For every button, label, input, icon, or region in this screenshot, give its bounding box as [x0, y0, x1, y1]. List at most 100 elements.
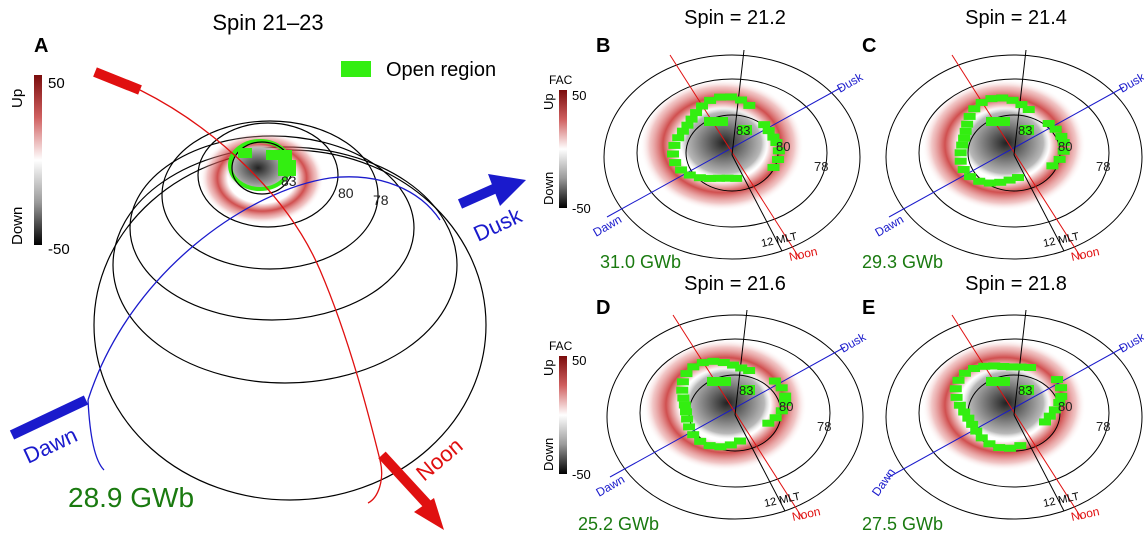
- open-patch: [973, 177, 986, 185]
- panel-a-colorbar: 50 -50 Up Down: [9, 75, 70, 258]
- open-patch: [278, 160, 296, 176]
- open-patch: [958, 408, 971, 416]
- latitude-ring: [918, 338, 1110, 488]
- panel-a-letter: A: [34, 35, 48, 57]
- open-patch: [1024, 363, 1037, 371]
- open-patch: [996, 94, 1009, 102]
- colorbar-b-up: Up: [541, 93, 556, 110]
- colorbar-d-down: Down: [541, 438, 556, 471]
- open-patch: [683, 423, 696, 431]
- open-patch: [721, 174, 734, 182]
- open-region-patches: [667, 93, 785, 182]
- colorbar-b: FAC 50 -50 Up Down: [541, 73, 591, 216]
- open-patch: [950, 393, 963, 401]
- open-patch: [704, 117, 728, 126]
- dusk-label: Dusk: [470, 202, 527, 246]
- colorbar-b-gradient: [559, 90, 567, 208]
- open-patch: [772, 147, 785, 155]
- open-patch: [1003, 444, 1016, 452]
- open-patch: [961, 120, 974, 128]
- open-patch: [1048, 406, 1061, 414]
- open-patch: [949, 385, 962, 393]
- open-patch: [727, 361, 740, 369]
- open-patch: [717, 359, 730, 367]
- noon-midnight-axis: [951, 314, 1083, 520]
- open-patch: [978, 362, 991, 370]
- noon-label: Noon: [1070, 504, 1101, 524]
- panel-letter: D: [596, 297, 610, 319]
- noon-midnight-axis: [669, 54, 801, 260]
- latitude-ring: [918, 78, 1110, 228]
- colorbar-up-label: Up: [9, 89, 26, 108]
- panel-flux: 27.5 GWb: [862, 514, 943, 534]
- open-region-patches: [676, 357, 792, 451]
- open-region-patches: [954, 94, 1070, 187]
- dusk-label: Dusk: [835, 69, 867, 95]
- open-patch: [779, 392, 792, 400]
- dawn-dusk-axis: [888, 86, 1125, 218]
- open-region-patches: [949, 362, 1068, 452]
- open-patch: [675, 166, 688, 174]
- open-patch: [968, 365, 981, 373]
- open-patch: [958, 134, 971, 142]
- panel-flux: 31.0 GWb: [600, 252, 681, 272]
- open-patch: [1055, 132, 1068, 140]
- latitude-label: 80: [779, 399, 793, 414]
- mlt-line: [734, 414, 786, 512]
- colorbar-d-up: Up: [541, 359, 556, 376]
- open-patch: [975, 98, 988, 106]
- open-patch: [668, 141, 681, 149]
- open-patch: [743, 101, 756, 109]
- open-patch: [985, 95, 998, 103]
- open-patch: [988, 362, 1001, 370]
- noon-label: Noon: [788, 244, 819, 264]
- panel-title: Spin = 21.6: [684, 273, 786, 295]
- open-patch: [770, 139, 783, 146]
- panel-a-flux: 28.9 GWb: [68, 482, 194, 513]
- open-patch: [975, 434, 988, 442]
- colorbar-max: 50: [48, 75, 65, 92]
- dawn-dusk-axis: [888, 346, 1125, 478]
- open-patch: [678, 401, 691, 409]
- dusk-arrow: [457, 174, 526, 209]
- open-patch: [952, 376, 965, 384]
- open-patch: [680, 408, 693, 416]
- dawn-label: Dawn: [869, 466, 898, 499]
- panel-a-open-patches: [238, 148, 296, 176]
- sector-line: [734, 309, 748, 416]
- open-patch: [954, 149, 967, 157]
- open-patch: [724, 93, 737, 101]
- open-patch: [1022, 106, 1035, 114]
- open-patch: [993, 444, 1006, 452]
- open-patch: [676, 386, 689, 394]
- latitude-label: 80: [1058, 139, 1072, 154]
- panel-a-dawn-tail: [87, 399, 105, 471]
- open-patch: [762, 127, 775, 135]
- open-patch: [1014, 363, 1027, 371]
- panel-a-dawn-dusk-axis: [87, 176, 441, 401]
- open-patch: [694, 437, 707, 445]
- noon-midnight-axis: [672, 314, 804, 520]
- dusk-label: Dusk: [838, 329, 870, 355]
- open-patch: [962, 414, 975, 422]
- open-patch: [735, 96, 748, 104]
- open-patch: [769, 414, 782, 422]
- open-patch: [1051, 376, 1064, 384]
- latitude-ring: [639, 338, 831, 488]
- open-patch: [1053, 399, 1066, 406]
- open-patch: [762, 419, 775, 427]
- open-patch: [968, 105, 981, 113]
- open-patch: [964, 173, 977, 181]
- panel-a-lat-78: 78: [373, 192, 389, 208]
- lat-ring-1: [197, 122, 339, 228]
- open-patch: [704, 96, 717, 104]
- open-patch: [703, 174, 716, 182]
- mlt-line: [1013, 414, 1065, 512]
- panel-letter: B: [596, 35, 610, 57]
- open-patch: [714, 93, 727, 101]
- open-patch: [741, 385, 755, 395]
- latitude-label: 78: [1096, 419, 1110, 434]
- latitude-ring: [603, 54, 861, 260]
